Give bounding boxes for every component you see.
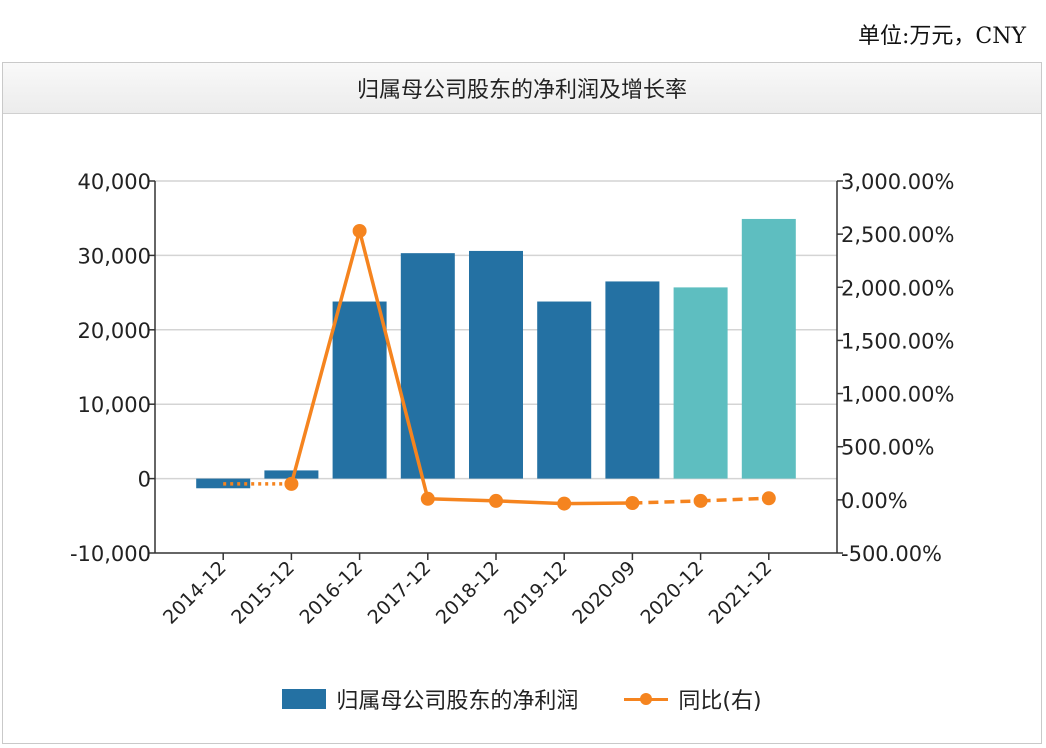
y-left-tick-label: 0 — [138, 468, 151, 492]
chart-panel: 归属母公司股东的净利润及增长率 -10,000 0 10,000 20,000 30,0… — [2, 62, 1042, 744]
yoy-line-segment — [495, 499, 565, 506]
yoy-point-2019-12 — [557, 496, 572, 511]
bar-2019-12 — [537, 301, 592, 479]
y-right-tick-label: 3,000.00% — [841, 170, 954, 194]
y-left-tick-label: 30,000 — [78, 244, 151, 268]
x-tick-label: 2020-09 — [568, 557, 640, 629]
yoy-line-segment — [427, 497, 497, 503]
legend-item-yoy[interactable]: 同比(右) — [624, 683, 762, 715]
chart-header: 归属母公司股东的净利润及增长率 — [3, 63, 1041, 114]
yoy-line-segment — [632, 499, 701, 505]
legend-label-net-profit: 归属母公司股东的净利润 — [336, 689, 579, 714]
bar-2017-12 — [400, 253, 455, 479]
bar-2020-09 — [605, 281, 660, 479]
legend-swatch-bar — [282, 689, 327, 709]
yoy-point-2018-12 — [489, 493, 503, 508]
bar-2021-12 — [741, 218, 796, 479]
yoy-point-2017-12 — [420, 491, 435, 506]
y-right-tick-label: 500.00% — [841, 436, 934, 460]
y-left-tick-label: 40,000 — [78, 170, 151, 194]
chart-legend: 归属母公司股东的净利润 同比(右) — [3, 683, 1041, 715]
bar-2020-12 — [673, 287, 728, 479]
yoy-line-segment — [564, 501, 633, 506]
x-tick-label: 2020-12 — [636, 557, 708, 629]
yoy-point-2021-12 — [761, 491, 776, 506]
y-right-tick-label: 1,000.00% — [841, 383, 954, 407]
chart-title: 归属母公司股东的净利润及增长率 — [356, 78, 687, 103]
bar-2018-12 — [469, 250, 523, 479]
x-tick-label: 2015-12 — [227, 557, 299, 629]
x-tick-label: 2017-12 — [364, 557, 436, 629]
chart-svg: -10,000 0 10,000 20,000 30,000 40,000 -500.00%… — [70, 170, 955, 629]
yoy-point-2020-09 — [625, 496, 640, 511]
x-tick-label: 2019-12 — [500, 557, 572, 629]
legend-swatch-line — [624, 689, 669, 709]
yoy-line-segment — [357, 230, 430, 500]
x-tick-label: 2016-12 — [295, 557, 367, 629]
unit-label: 单位:万元，CNY — [857, 24, 1026, 49]
y-left-tick-label: -10,000 — [70, 542, 151, 566]
legend-label-yoy: 同比(右) — [678, 689, 762, 714]
y-left-tick-label: 10,000 — [78, 393, 151, 417]
y-right-tick-label: -500.00% — [841, 542, 942, 566]
y-right-tick-label: 1,500.00% — [841, 329, 954, 353]
legend-item-net-profit[interactable]: 归属母公司股东的净利润 — [282, 683, 578, 715]
bar-2015-12 — [264, 470, 319, 479]
yoy-point-2015-12 — [284, 476, 299, 491]
yoy-point-2020-12 — [693, 493, 708, 508]
bar-2016-12 — [332, 301, 387, 479]
y-right-tick-label: 2,500.00% — [841, 223, 954, 247]
y-left-tick-label: 20,000 — [78, 319, 151, 343]
x-tick-label: 2014-12 — [159, 557, 231, 629]
x-tick-label: 2018-12 — [432, 557, 504, 629]
yoy-line-segment — [289, 230, 362, 485]
x-tick-label: 2021-12 — [705, 557, 777, 629]
yoy-point-2016-12 — [352, 223, 367, 238]
yoy-line-segment — [700, 496, 769, 503]
y-right-tick-label: 2,000.00% — [841, 276, 954, 300]
y-right-tick-label: 0.00% — [841, 489, 908, 513]
